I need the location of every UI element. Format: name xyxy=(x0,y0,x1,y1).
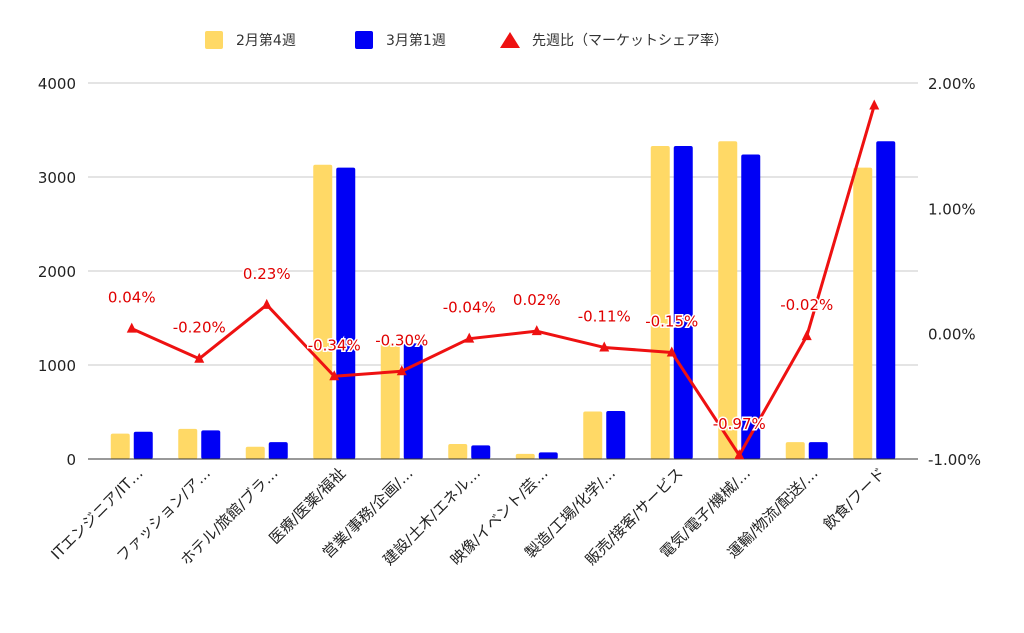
share-data-label: -0.04% xyxy=(443,299,496,317)
right-tick-label: 2.00% xyxy=(928,75,976,93)
share-data-label: -0.97% xyxy=(713,415,766,433)
bar-feb-week4 xyxy=(380,343,400,459)
bar-mar-week1 xyxy=(201,430,221,459)
bar-feb-week4 xyxy=(245,446,265,459)
bar-mar-week1 xyxy=(133,431,153,459)
gridlines xyxy=(88,82,918,366)
bar-feb-week4 xyxy=(515,453,535,459)
bar-mar-week1 xyxy=(673,145,693,460)
share-line: 0.04%-0.20%0.23%-0.34% -0.30%-0.04% 0.02%-… xyxy=(106,99,880,460)
bar-feb-week4 xyxy=(178,428,198,459)
left-tick-label: 2000 xyxy=(38,263,76,281)
share-data-label: -0.02% xyxy=(780,296,833,314)
left-tick-label: 1000 xyxy=(38,357,76,375)
share-data-label: -0.20% xyxy=(173,319,226,337)
share-point-marker xyxy=(869,99,880,110)
share-point-marker xyxy=(666,346,677,357)
bars xyxy=(110,141,896,460)
bar-feb-week4 xyxy=(448,443,468,459)
share-data-label: -0.15% xyxy=(645,312,698,330)
bar-mar-week1 xyxy=(808,442,828,459)
right-tick-label: 0.00% xyxy=(928,326,976,344)
share-data-label: -0.11% xyxy=(578,307,631,325)
left-axis: 0 1000 2000 3000 4000 xyxy=(38,75,76,469)
left-tick-label: 0 xyxy=(66,451,76,469)
legend-label-3月第1週: 3月第1週 xyxy=(386,32,446,49)
share-point-marker xyxy=(599,341,610,352)
share-data-label: 0.23% xyxy=(243,265,291,283)
share-point-marker xyxy=(194,352,205,363)
legend-triangle-marker xyxy=(500,32,520,48)
bar-feb-week4 xyxy=(718,141,738,459)
bar-feb-week4 xyxy=(785,442,805,459)
bar-mar-week1 xyxy=(268,442,288,459)
share-point-marker xyxy=(734,449,745,460)
bar-mar-week1 xyxy=(538,452,558,459)
bar-feb-week4 xyxy=(650,145,670,460)
share-point-marker xyxy=(261,298,272,309)
category-label: 飲食/フード xyxy=(820,464,889,533)
legend-swatch-3月第1週 xyxy=(355,31,373,49)
legend-item-series-1: 3月第1週 xyxy=(355,31,446,49)
right-tick-label: -1.00% xyxy=(928,451,981,469)
left-tick-label: 3000 xyxy=(38,169,76,187)
legend-item-series-2: 先週比（マーケットシェア率） xyxy=(500,32,728,49)
share-point-marker xyxy=(531,325,542,336)
bar-feb-week4 xyxy=(313,164,333,459)
bar-feb-week4 xyxy=(853,167,873,459)
bar-mar-week1 xyxy=(606,411,626,459)
legend-item-series-0: 2月第4週 xyxy=(205,31,296,49)
legend: 2月第4週 3月第1週 先週比（マーケットシェア率） xyxy=(205,31,728,49)
category-labels: ITエンジニア/IT…ファッション/ア…ホテル/旅館/ブラ…医療/医薬/福祉営業… xyxy=(47,464,889,569)
legend-swatch-2月第4週 xyxy=(205,31,223,49)
bar-mar-week1 xyxy=(403,343,423,459)
bar-mar-week1 xyxy=(741,154,761,459)
share-point-marker xyxy=(329,370,340,381)
share-point-marker xyxy=(396,365,407,376)
share-point-marker xyxy=(126,322,137,333)
legend-label-2月第4週: 2月第4週 xyxy=(236,32,296,49)
left-tick-label: 4000 xyxy=(38,75,76,93)
bar-mar-week1 xyxy=(471,445,491,459)
share-data-label: 0.04% xyxy=(108,289,156,307)
share-line-path xyxy=(131,105,876,457)
right-axis: -1.00% 0.00% 1.00% 2.00% xyxy=(928,75,981,469)
share-data-label: -0.30% xyxy=(375,331,428,349)
share-point-marker xyxy=(801,330,812,341)
legend-label-share-ratio: 先週比（マーケットシェア率） xyxy=(532,32,728,49)
right-tick-label: 1.00% xyxy=(928,200,976,218)
bar-feb-week4 xyxy=(110,433,130,459)
bar-mar-week1 xyxy=(876,141,896,459)
bar-mar-week1 xyxy=(336,167,356,459)
bar-feb-week4 xyxy=(583,411,603,459)
share-data-label: 0.02% xyxy=(513,291,561,309)
share-data-label: -0.34% xyxy=(308,336,361,354)
share-point-marker xyxy=(464,332,475,343)
